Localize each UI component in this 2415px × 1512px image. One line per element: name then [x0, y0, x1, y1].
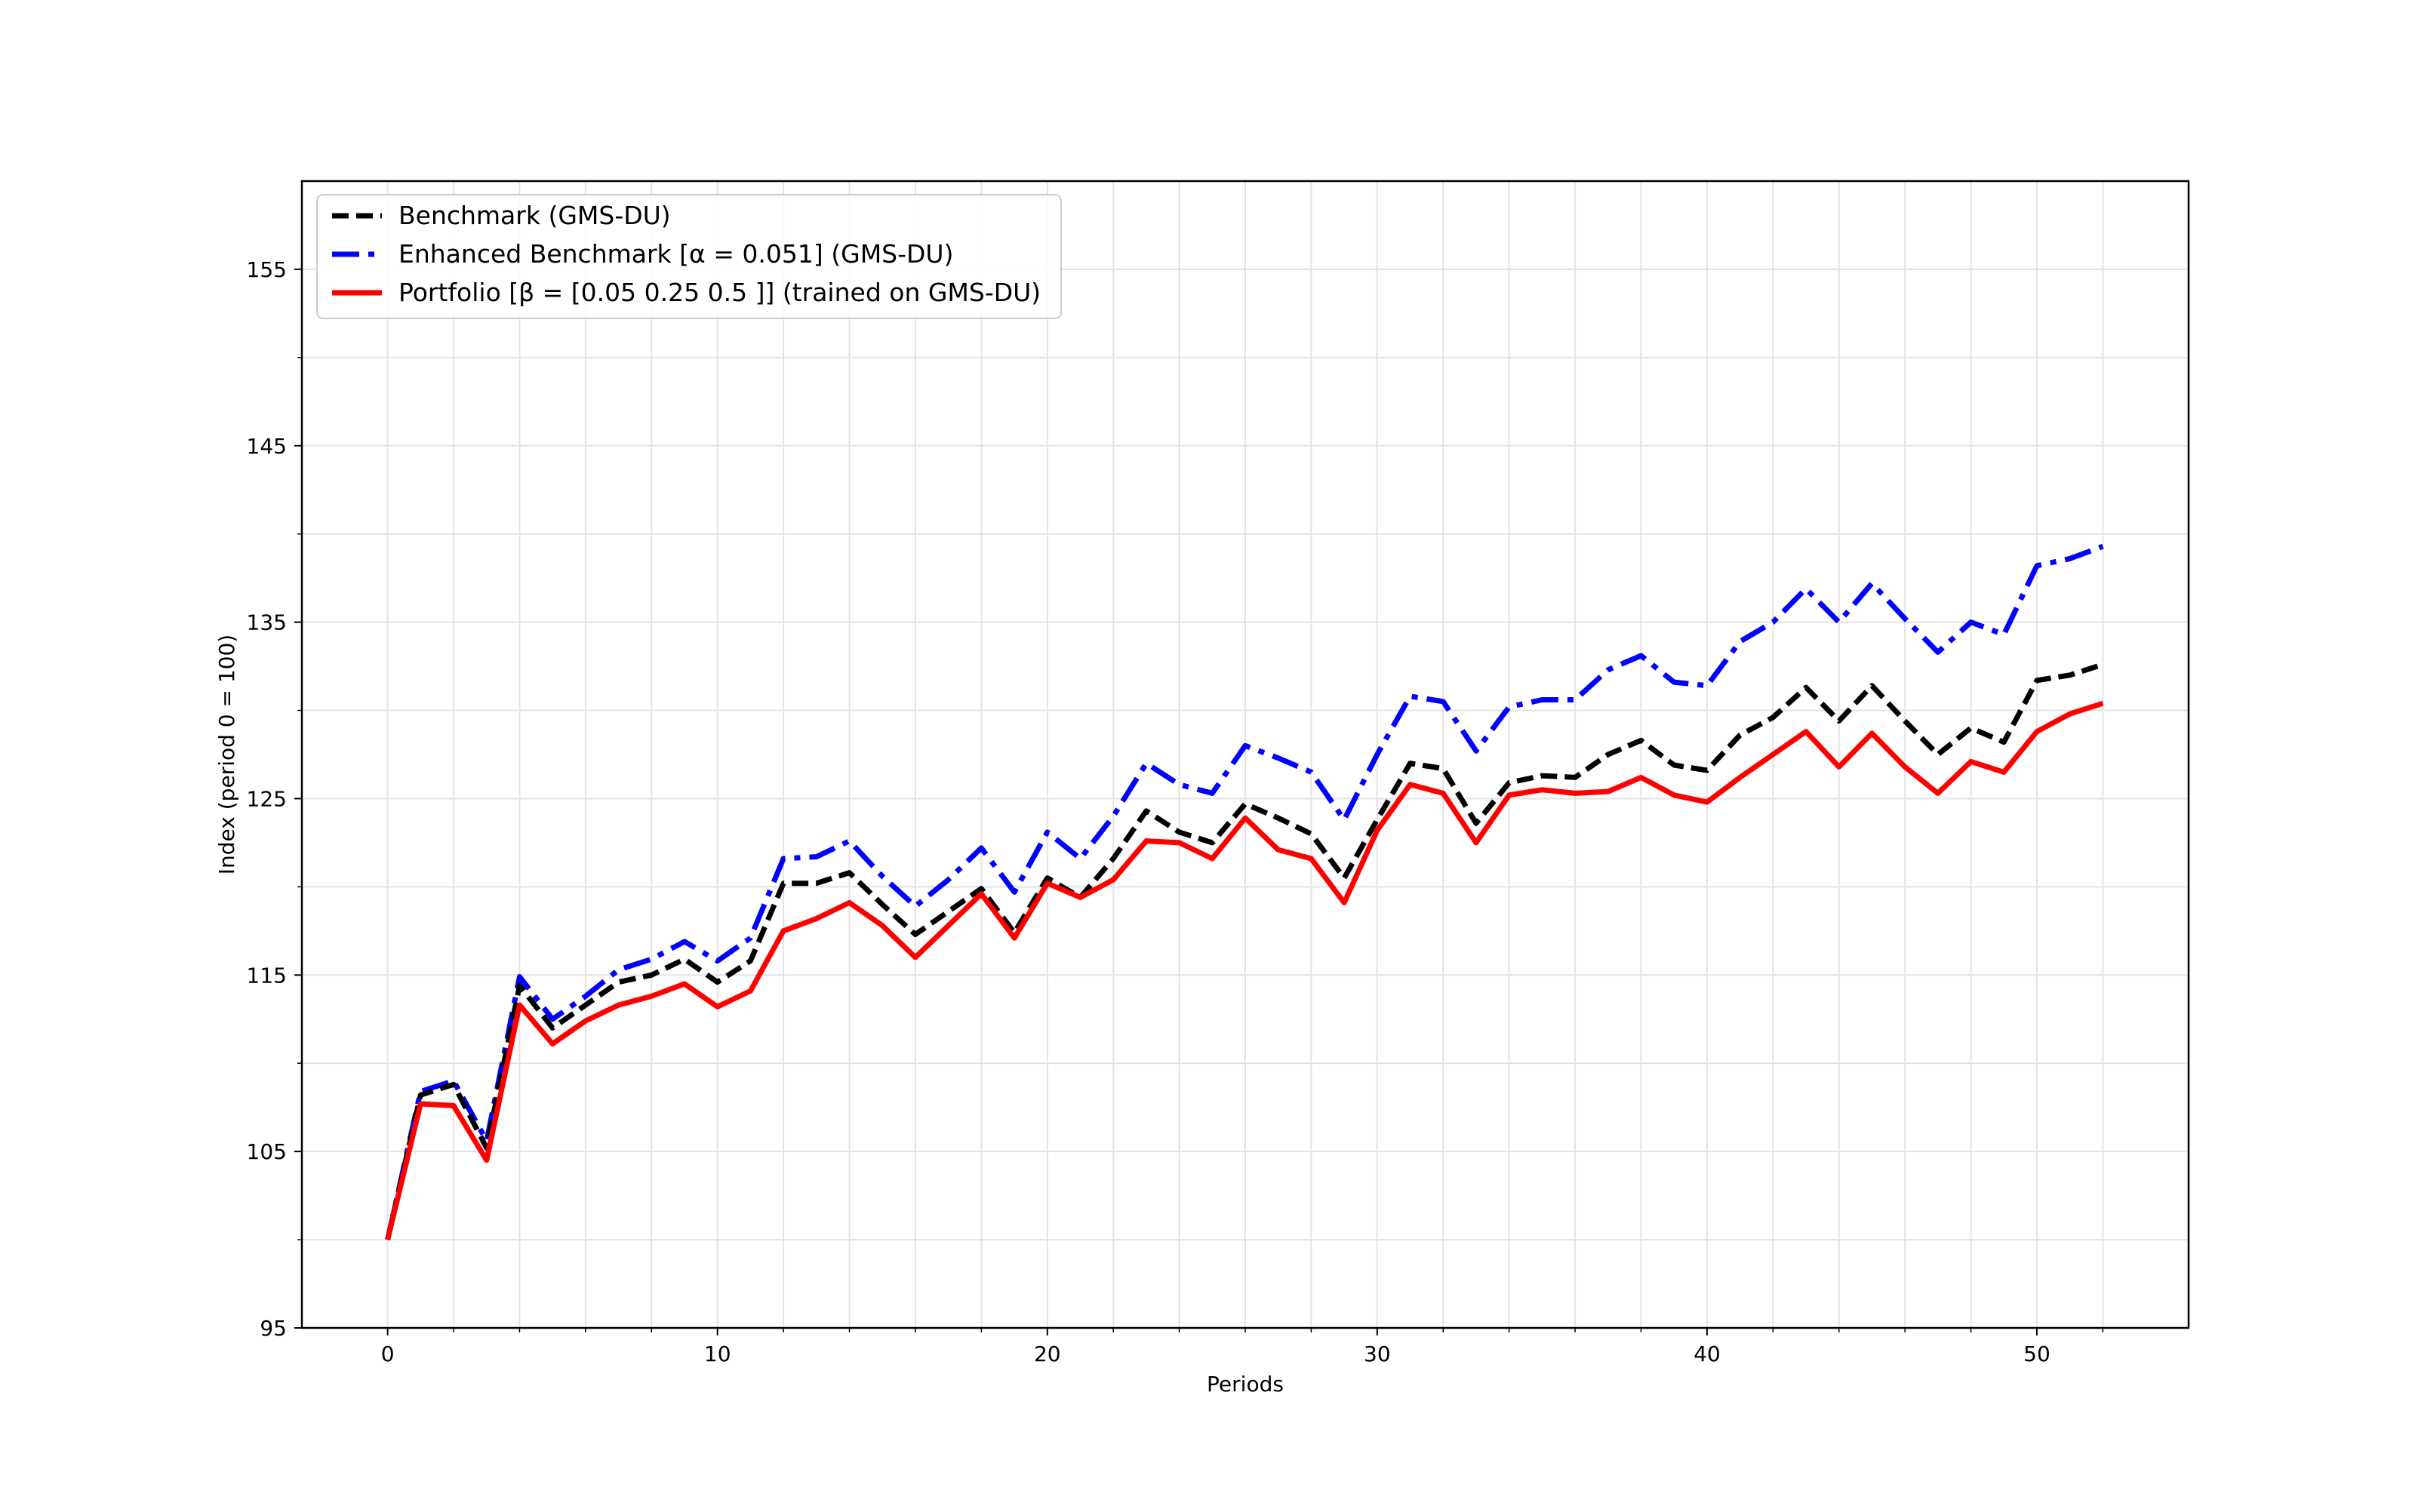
y-tick-label: 155: [247, 257, 287, 282]
y-tick-label: 105: [247, 1139, 287, 1164]
axis-ticks: [294, 268, 2104, 1335]
x-tick-label: 50: [2023, 1341, 2050, 1366]
series-line-1: [385, 543, 2104, 1240]
legend-label-0: Benchmark (GMS-DU): [398, 201, 671, 230]
x-tick-label: 20: [1034, 1341, 1061, 1366]
legend-items: Benchmark (GMS-DU) Enhanced Benchmark [α …: [332, 201, 1041, 307]
x-axis-title: Periods: [1207, 1372, 1284, 1397]
x-tick-label: 30: [1364, 1341, 1391, 1366]
y-tick-label: 95: [260, 1316, 287, 1341]
grid: [302, 181, 2189, 1329]
axis-tick-labels: 0 10 20 30 40 50 95 105 115 125 135 145 155: [247, 257, 2050, 1366]
legend-label-2: Portfolio [β = [0.05 0.25 0.5 ]] (traine…: [398, 278, 1041, 307]
legend-box: [316, 194, 1062, 319]
legend-label-1: Enhanced Benchmark [α = 0.051] (GMS-DU): [398, 239, 953, 269]
series-line-0: [385, 662, 2104, 1240]
y-tick-label: 145: [247, 434, 287, 459]
y-tick-label: 135: [247, 610, 287, 635]
y-tick-label: 125: [247, 786, 287, 811]
x-tick-label: 0: [381, 1341, 395, 1366]
series-lines: [385, 543, 2104, 1240]
legend: Benchmark (GMS-DU) Enhanced Benchmark [α …: [316, 194, 1062, 319]
series-line-2: [385, 700, 2104, 1240]
x-tick-label: 10: [704, 1341, 731, 1366]
x-tick-label: 40: [1694, 1341, 1721, 1366]
y-tick-label: 115: [247, 963, 287, 988]
y-axis-title: Index (period 0 = 100): [214, 635, 239, 874]
